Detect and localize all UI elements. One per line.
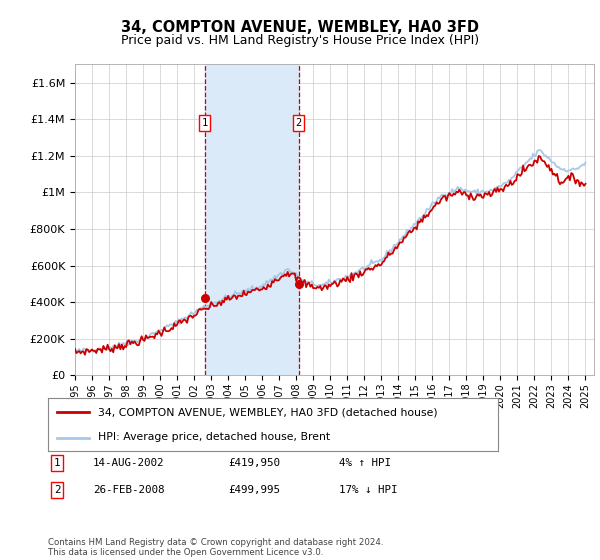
Text: 4% ↑ HPI: 4% ↑ HPI [339, 458, 391, 468]
Text: Contains HM Land Registry data © Crown copyright and database right 2024.
This d: Contains HM Land Registry data © Crown c… [48, 538, 383, 557]
Text: 34, COMPTON AVENUE, WEMBLEY, HA0 3FD: 34, COMPTON AVENUE, WEMBLEY, HA0 3FD [121, 20, 479, 35]
Text: £419,950: £419,950 [228, 458, 280, 468]
Text: 1: 1 [54, 458, 60, 468]
Text: 2: 2 [54, 485, 60, 495]
Text: HPI: Average price, detached house, Brent: HPI: Average price, detached house, Bren… [97, 432, 329, 442]
Bar [205, 64, 299, 375]
Text: 2: 2 [296, 118, 302, 128]
Text: 34, COMPTON AVENUE, WEMBLEY, HA0 3FD (detached house): 34, COMPTON AVENUE, WEMBLEY, HA0 3FD (de… [97, 408, 437, 418]
Text: Price paid vs. HM Land Registry's House Price Index (HPI): Price paid vs. HM Land Registry's House … [121, 34, 479, 46]
Text: 17% ↓ HPI: 17% ↓ HPI [339, 485, 397, 495]
Text: 26-FEB-2008: 26-FEB-2008 [93, 485, 164, 495]
Text: 14-AUG-2002: 14-AUG-2002 [93, 458, 164, 468]
Text: 1: 1 [202, 118, 208, 128]
Text: £499,995: £499,995 [228, 485, 280, 495]
